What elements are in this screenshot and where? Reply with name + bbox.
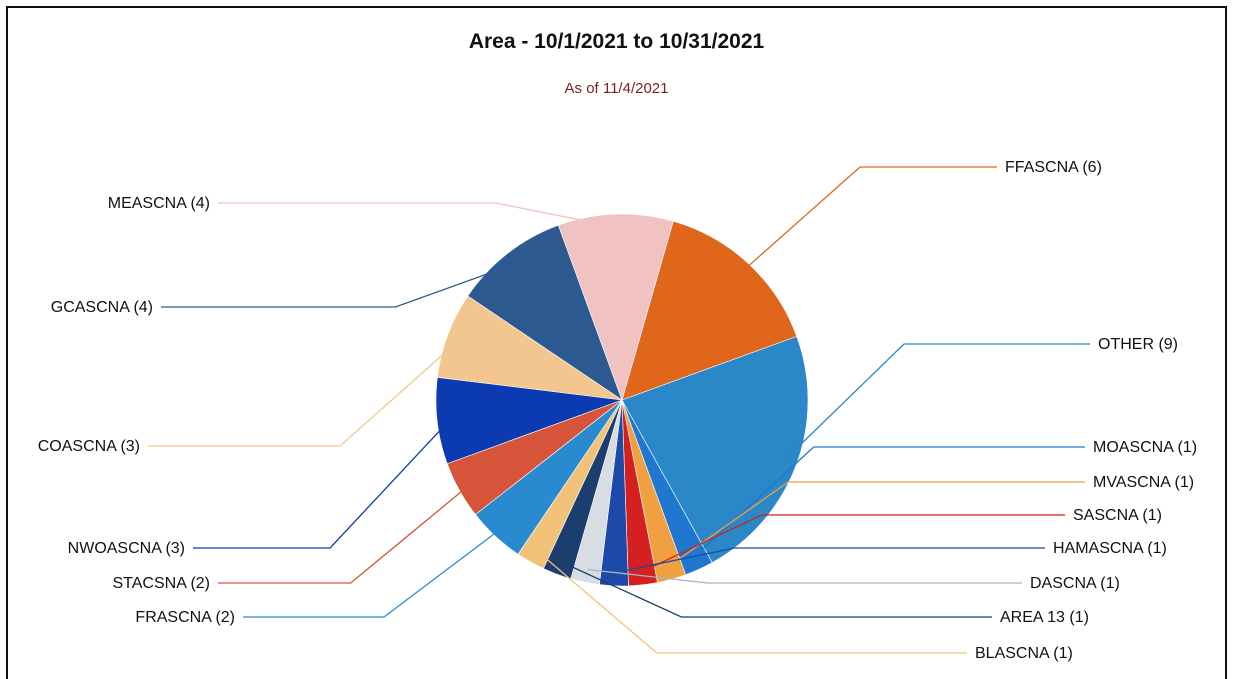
slice-label: FFASCNA (6) xyxy=(1005,159,1102,176)
leader-line xyxy=(218,202,617,228)
leader-line xyxy=(161,263,516,308)
leader-line xyxy=(536,550,967,654)
slice-label: AREA 13 (1) xyxy=(1000,609,1089,626)
pie-slice-meascna xyxy=(557,213,674,401)
slice-label: OTHER (9) xyxy=(1098,336,1178,353)
chart-subtitle: As of 11/4/2021 xyxy=(564,80,669,97)
slice-label: COASCNA (3) xyxy=(38,438,140,455)
slice-label: MEASCNA (4) xyxy=(108,195,210,212)
pie-slice-ffascna xyxy=(621,220,798,401)
leader-line xyxy=(243,525,505,618)
slice-label: MVASCNA (1) xyxy=(1093,474,1194,491)
leader-line xyxy=(614,547,1045,574)
slice-label: GCASCNA (4) xyxy=(51,299,153,316)
leader-line xyxy=(148,338,461,447)
leader-line xyxy=(561,561,992,618)
leader-line xyxy=(193,419,451,549)
pie-slice-gcascna xyxy=(467,224,623,401)
leader-line xyxy=(587,568,1022,584)
leader-line xyxy=(739,166,997,274)
leader-line xyxy=(667,481,1085,568)
slice-label: NWOASCNA (3) xyxy=(68,540,185,557)
slice-label: HAMASCNA (1) xyxy=(1053,540,1167,557)
slice-label: FRASCNA (2) xyxy=(135,609,235,626)
slice-label: DASCNA (1) xyxy=(1030,575,1120,592)
slice-label: BLASCNA (1) xyxy=(975,645,1073,662)
leader-line xyxy=(783,343,1090,462)
slice-label: MOASCNA (1) xyxy=(1093,439,1197,456)
leader-line xyxy=(218,483,472,584)
slice-label: SASCNA (1) xyxy=(1073,507,1162,524)
slice-label: STACSNA (2) xyxy=(113,575,211,592)
chart-title: Area - 10/1/2021 to 10/31/2021 xyxy=(468,30,765,53)
pie-slice-other xyxy=(621,335,809,564)
leader-line xyxy=(641,514,1065,573)
